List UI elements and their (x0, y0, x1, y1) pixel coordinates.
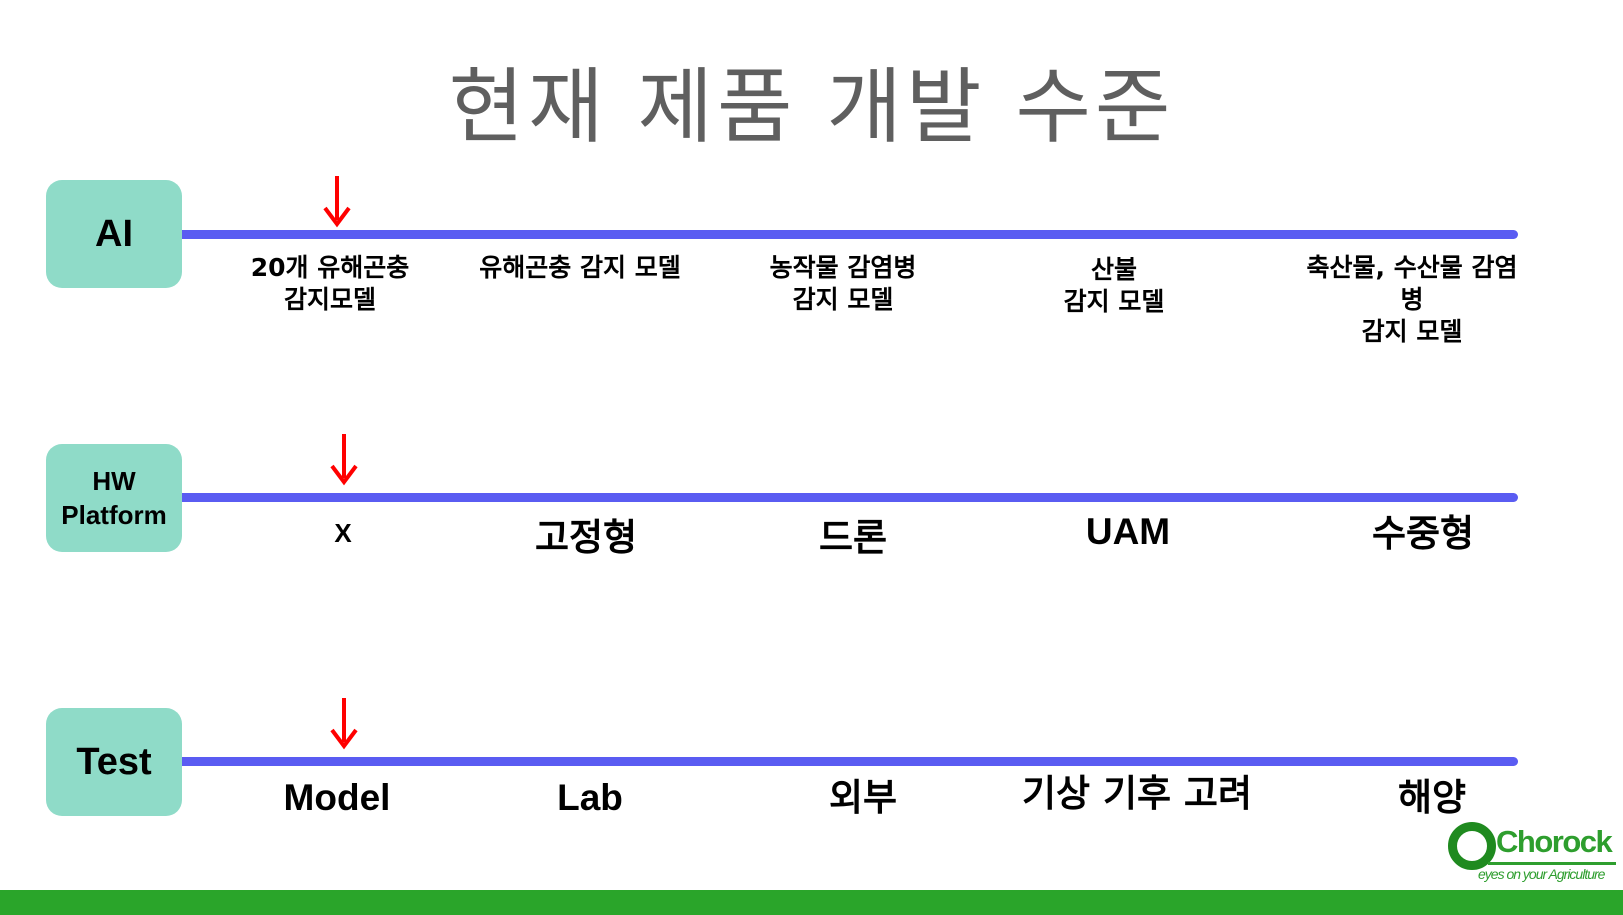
track-label-hw-platform-text: HW Platform (61, 466, 167, 530)
track-label-ai-text: AI (95, 212, 133, 255)
hw-stage-5: 수중형 (1371, 512, 1475, 555)
current-stage-arrow-icon (323, 176, 351, 228)
ai-stage-5: 축산물, 수산물 감염병 감지 모델 (1306, 253, 1518, 346)
test-stage-2: Lab (557, 777, 623, 818)
test-stage-1: Model (283, 777, 391, 818)
logo-name: Chorock (1496, 824, 1613, 859)
track-label-hw-platform: HW Platform (46, 444, 182, 552)
footer-bar (0, 890, 1623, 915)
hw-stage-2: 고정형 (534, 516, 638, 559)
track-line-ai (176, 230, 1518, 239)
track-label-test: Test (46, 708, 182, 816)
test-stage-4: 기상 기후 고려 (1021, 772, 1253, 815)
logo-tagline: eyes on your Agriculture (1478, 866, 1605, 882)
logo-ring-icon (1448, 822, 1496, 870)
page-title: 현재 제품 개발 수준 (448, 60, 1175, 155)
hw-stage-1: X (334, 518, 352, 548)
ai-stage-3: 농작물 감염병 감지 모델 (769, 253, 917, 314)
current-stage-arrow-icon (330, 698, 358, 750)
track-label-ai: AI (46, 180, 182, 288)
track-label-test-text: Test (76, 740, 152, 783)
hw-stage-4: UAM (1085, 511, 1171, 552)
test-stage-5: 해양 (1397, 776, 1467, 819)
ai-stage-1: 20개 유해곤충 감지모델 (250, 253, 410, 314)
track-line-test (176, 757, 1518, 766)
current-stage-arrow-icon (330, 434, 358, 486)
test-stage-3: 외부 (828, 776, 898, 819)
hw-stage-3: 드론 (818, 516, 888, 559)
ai-stage-4: 산불 감지 모델 (1063, 255, 1165, 316)
chorock-logo: Chorock eyes on your Agriculture (1448, 820, 1618, 890)
ai-stage-2: 유해곤충 감지 모델 (479, 253, 681, 282)
logo-underline (1488, 862, 1616, 865)
track-line-hw-platform (176, 493, 1518, 502)
